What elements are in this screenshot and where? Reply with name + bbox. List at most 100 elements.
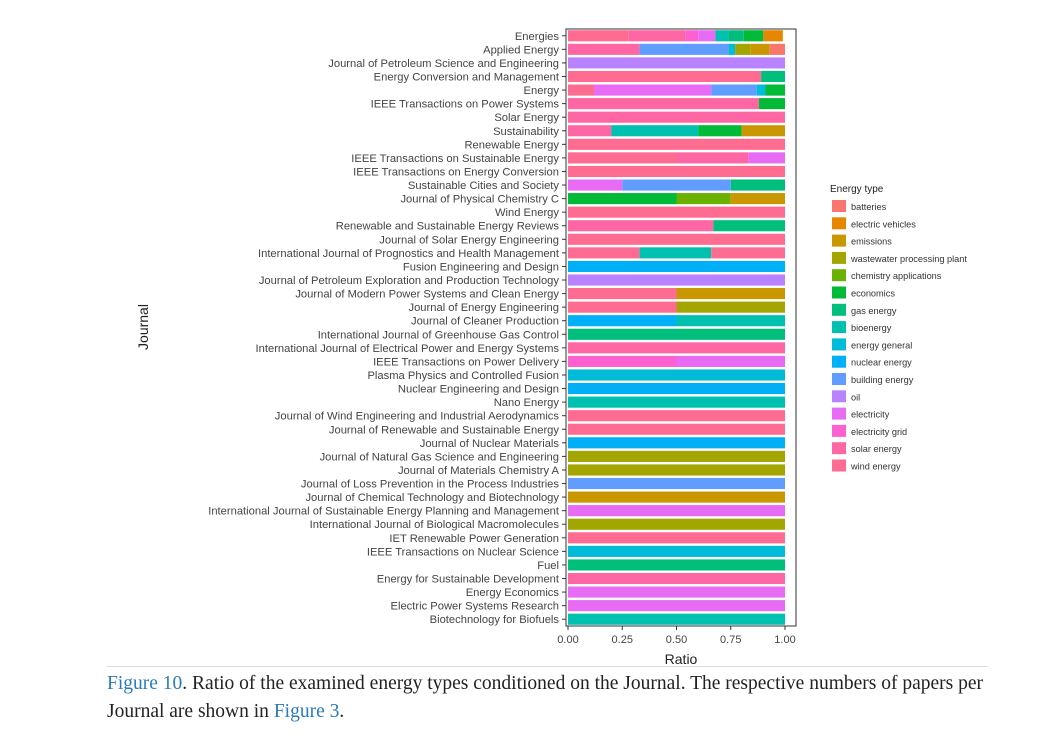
bar-segment-wastewater-processing-plant <box>568 518 785 530</box>
legend-swatch-solar-energy <box>832 442 846 455</box>
x-tick-label: 0.75 <box>720 634 741 646</box>
bar-segment-wind-energy <box>568 70 762 83</box>
bar-segment-wind-energy <box>568 165 785 178</box>
y-tick-label: Journal of Modern Power Systems and Clea… <box>295 289 559 301</box>
bar-segment-electricity-grid <box>568 355 677 367</box>
y-tick-label: International Journal of Greenhouse Gas … <box>318 329 559 341</box>
caption-end: . <box>339 701 345 722</box>
bar-segment-solar-energy <box>628 30 686 42</box>
bar-segment-gas-energy <box>568 559 785 571</box>
y-tick-label: Biotechnology for Biofuels <box>430 614 560 626</box>
y-tick-label: IEEE Transactions on Nuclear Science <box>367 546 559 558</box>
bar-segment-wind-energy <box>568 206 785 218</box>
legend-swatch-electricity-grid <box>832 424 846 437</box>
y-tick-label: Journal of Cleaner Production <box>411 316 559 328</box>
legend-swatch-energy-general <box>832 338 846 351</box>
y-tick-label: IEEE Transactions on Power Delivery <box>373 356 559 368</box>
bar-segment-solar-energy <box>568 111 785 123</box>
y-tick-label: Renewable and Sustainable Energy Reviews <box>336 221 560 233</box>
y-tick-label: Journal of Petroleum Exploration and Pro… <box>259 275 560 287</box>
legend-label: nuclear energy <box>851 358 912 368</box>
legend-label: wastewater processing plant <box>850 254 967 264</box>
bar-segment-electricity <box>676 355 785 367</box>
y-tick-label: International Journal of Sustainable Ene… <box>208 506 560 518</box>
y-tick-label: Energy <box>524 85 560 97</box>
figure-3-link[interactable]: Figure 3 <box>273 701 340 722</box>
legend-label: energy general <box>851 340 912 350</box>
bar-segment-emissions <box>741 125 785 137</box>
bar-segment-wastewater-processing-plant <box>568 450 785 462</box>
y-tick-label: International Journal of Electrical Powe… <box>256 343 560 355</box>
bar-segment-electricity <box>568 600 785 612</box>
bar-segment-economics <box>568 193 677 205</box>
caption-divider <box>107 666 987 667</box>
bar-segment-gas-energy <box>713 220 785 232</box>
legend-swatch-electric-vehicles <box>832 217 846 230</box>
bar-segment-electricity <box>568 179 623 191</box>
bar-segment-bioenergy <box>639 247 712 259</box>
bar-segment-building-energy <box>711 84 757 96</box>
bar-segment-economics <box>698 125 742 137</box>
bar-segment-wind-energy <box>568 30 629 42</box>
bar-segment-nuclear-energy <box>568 315 677 327</box>
bar-segment-solar-energy <box>568 342 785 354</box>
bar-segment-gas-energy <box>568 328 785 340</box>
x-tick-label: 0.50 <box>666 634 687 646</box>
bar-segment-gas-energy <box>730 179 785 191</box>
y-tick-label: Journal of Solar Energy Engineering <box>379 234 559 246</box>
bar-segment-electricity <box>594 84 712 96</box>
bar-segment-emissions <box>676 288 785 300</box>
bar-segment-solar-energy <box>568 220 714 232</box>
bar-segment-electricity-grid <box>685 30 699 42</box>
legend-label: building energy <box>851 375 914 385</box>
y-tick-label: Plasma Physics and Controlled Fusion <box>367 370 559 382</box>
bar-segment-wastewater-processing-plant <box>735 43 751 55</box>
y-tick-label: Journal of Petroleum Science and Enginee… <box>328 58 559 70</box>
y-tick-label: IET Renewable Power Generation <box>389 533 559 545</box>
bar-segment-gas-energy <box>728 30 744 42</box>
legend-title: Energy type <box>830 184 884 195</box>
y-tick-label: IEEE Transactions on Sustainable Energy <box>351 153 559 165</box>
bar-segment-energy-general <box>568 545 785 557</box>
y-tick-label: Energy Conversion and Management <box>374 71 560 83</box>
bar-segment-solar-energy <box>568 98 759 110</box>
bar-segment-emissions <box>750 43 770 55</box>
y-tick-label: Renewable Energy <box>464 139 559 151</box>
y-tick-label: Nano Energy <box>494 397 560 409</box>
y-tick-label: Journal of Materials Chemistry A <box>398 465 560 477</box>
y-tick-label: Fusion Engineering and Design <box>403 261 559 273</box>
y-tick-label: Fuel <box>537 560 559 572</box>
bar-segment-oil <box>568 57 785 69</box>
legend-label: bioenergy <box>851 323 892 333</box>
bar-segment-wind-energy <box>568 301 677 313</box>
bar-segment-economics <box>743 30 764 42</box>
bar-segment-electricity <box>748 152 785 164</box>
y-tick-label: International Journal of Prognostics and… <box>258 248 560 260</box>
bar-segment-wind-energy <box>568 288 677 300</box>
bar-segment-solar-energy <box>676 152 749 164</box>
bar-segment-oil <box>568 274 785 286</box>
y-tick-label: Journal of Loss Prevention in the Proces… <box>301 479 559 491</box>
y-tick-label: Wind Energy <box>495 207 559 219</box>
legend-label: batteries <box>851 202 887 212</box>
y-tick-label: IEEE Transactions on Energy Conversion <box>353 166 559 178</box>
legend-label: electricity grid <box>851 427 907 437</box>
bar-segment-wind-energy <box>568 532 785 544</box>
bar-segment-bioenergy <box>568 613 785 625</box>
figure-10-link[interactable]: Figure 10 <box>107 673 183 694</box>
x-axis-title: Ratio <box>665 651 698 666</box>
figure-caption: Figure 10. Ratio of the examined energy … <box>107 670 1027 726</box>
bar-segment-wind-energy <box>568 138 785 150</box>
y-tick-label: Journal of Energy Engineering <box>408 302 559 314</box>
x-tick-label: 0.25 <box>612 634 633 646</box>
legend-swatch-oil <box>832 390 846 403</box>
legend-swatch-building-energy <box>832 373 846 385</box>
y-tick-label: Energy Economics <box>466 587 560 599</box>
legend-swatch-wastewater-processing-plant <box>832 251 846 264</box>
y-tick-label: Journal of Chemical Technology and Biote… <box>305 492 559 504</box>
y-tick-label: Journal of Renewable and Sustainable Ene… <box>329 424 560 436</box>
bar-segment-energy-general <box>728 43 736 55</box>
y-tick-label: Sustainable Cities and Society <box>408 180 560 192</box>
legend-swatch-wind-energy <box>832 459 846 472</box>
